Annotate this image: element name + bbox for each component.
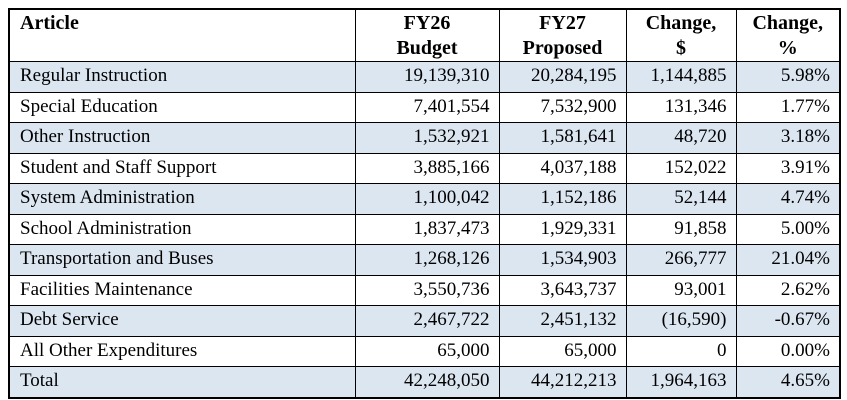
cell-change-percent: 5.00% <box>735 213 841 245</box>
cell-fy26-budget: 7,401,554 <box>354 91 500 123</box>
cell-change-percent: 4.74% <box>735 183 841 215</box>
cell-fy27-proposed: 3,643,737 <box>498 274 627 306</box>
cell-change-percent: 21.04% <box>735 244 841 276</box>
table-row: All Other Expenditures 65,000 65,000 0 0… <box>8 335 841 367</box>
cell-fy27-proposed: 7,532,900 <box>498 91 627 123</box>
cell-article: Facilities Maintenance <box>8 274 356 306</box>
cell-article: Student and Staff Support <box>8 152 356 184</box>
cell-change-percent: 3.91% <box>735 152 841 184</box>
table-row: Facilities Maintenance 3,550,736 3,643,7… <box>8 274 841 306</box>
cell-article: All Other Expenditures <box>8 335 356 367</box>
table-row: Regular Instruction 19,139,310 20,284,19… <box>8 61 841 93</box>
cell-change-percent: 3.18% <box>735 122 841 154</box>
cell-fy26-budget: 1,100,042 <box>354 183 500 215</box>
cell-change-percent: 2.62% <box>735 274 841 306</box>
table-row: Other Instruction 1,532,921 1,581,641 48… <box>8 122 841 154</box>
table-row: Transportation and Buses 1,268,126 1,534… <box>8 244 841 276</box>
cell-change-dollars: 91,858 <box>625 213 737 245</box>
budget-table-container: Article FY26 Budget FY27 Proposed Change… <box>8 8 841 399</box>
cell-change-dollars: 0 <box>625 335 737 367</box>
table-row: Special Education 7,401,554 7,532,900 13… <box>8 91 841 123</box>
cell-article: Total <box>8 366 356 398</box>
cell-fy26-budget: 3,885,166 <box>354 152 500 184</box>
cell-change-dollars: 1,144,885 <box>625 61 737 93</box>
cell-fy27-proposed: 4,037,188 <box>498 152 627 184</box>
table-row: System Administration 1,100,042 1,152,18… <box>8 183 841 215</box>
cell-change-dollars: 152,022 <box>625 152 737 184</box>
cell-fy26-budget: 65,000 <box>354 335 500 367</box>
cell-fy26-budget: 2,467,722 <box>354 305 500 337</box>
table-row: School Administration 1,837,473 1,929,33… <box>8 213 841 245</box>
cell-fy27-proposed: 1,152,186 <box>498 183 627 215</box>
cell-article: Regular Instruction <box>8 61 356 93</box>
cell-article: School Administration <box>8 213 356 245</box>
cell-fy26-budget: 19,139,310 <box>354 61 500 93</box>
cell-article: System Administration <box>8 183 356 215</box>
cell-article: Debt Service <box>8 305 356 337</box>
cell-fy27-proposed: 65,000 <box>498 335 627 367</box>
cell-change-dollars: 266,777 <box>625 244 737 276</box>
cell-change-dollars: 1,964,163 <box>625 366 737 398</box>
table-row: Debt Service 2,467,722 2,451,132 (16,590… <box>8 305 841 337</box>
cell-change-dollars: 48,720 <box>625 122 737 154</box>
cell-change-percent: 0.00% <box>735 335 841 367</box>
column-header-change-dollars: Change, $ <box>625 8 737 62</box>
cell-fy27-proposed: 1,929,331 <box>498 213 627 245</box>
cell-change-percent: 4.65% <box>735 366 841 398</box>
column-header-fy27-proposed: FY27 Proposed <box>498 8 627 62</box>
cell-fy27-proposed: 1,534,903 <box>498 244 627 276</box>
cell-article: Special Education <box>8 91 356 123</box>
cell-change-dollars: 93,001 <box>625 274 737 306</box>
cell-change-percent: 1.77% <box>735 91 841 123</box>
cell-fy26-budget: 42,248,050 <box>354 366 500 398</box>
cell-fy27-proposed: 1,581,641 <box>498 122 627 154</box>
cell-fy27-proposed: 2,451,132 <box>498 305 627 337</box>
table-row: Student and Staff Support 3,885,166 4,03… <box>8 152 841 184</box>
budget-table: Article FY26 Budget FY27 Proposed Change… <box>8 8 841 399</box>
cell-article: Other Instruction <box>8 122 356 154</box>
cell-change-dollars: 131,346 <box>625 91 737 123</box>
cell-fy26-budget: 1,837,473 <box>354 213 500 245</box>
cell-change-dollars: 52,144 <box>625 183 737 215</box>
cell-fy26-budget: 3,550,736 <box>354 274 500 306</box>
cell-article: Transportation and Buses <box>8 244 356 276</box>
cell-fy27-proposed: 20,284,195 <box>498 61 627 93</box>
cell-change-dollars: (16,590) <box>625 305 737 337</box>
cell-fy26-budget: 1,268,126 <box>354 244 500 276</box>
column-header-article: Article <box>8 8 356 62</box>
cell-change-percent: 5.98% <box>735 61 841 93</box>
table-header-row: Article FY26 Budget FY27 Proposed Change… <box>8 8 841 62</box>
column-header-change-percent: Change, % <box>735 8 841 62</box>
cell-change-percent: -0.67% <box>735 305 841 337</box>
column-header-fy26-budget: FY26 Budget <box>354 8 500 62</box>
cell-fy27-proposed: 44,212,213 <box>498 366 627 398</box>
cell-fy26-budget: 1,532,921 <box>354 122 500 154</box>
table-row-total: Total 42,248,050 44,212,213 1,964,163 4.… <box>8 366 841 398</box>
